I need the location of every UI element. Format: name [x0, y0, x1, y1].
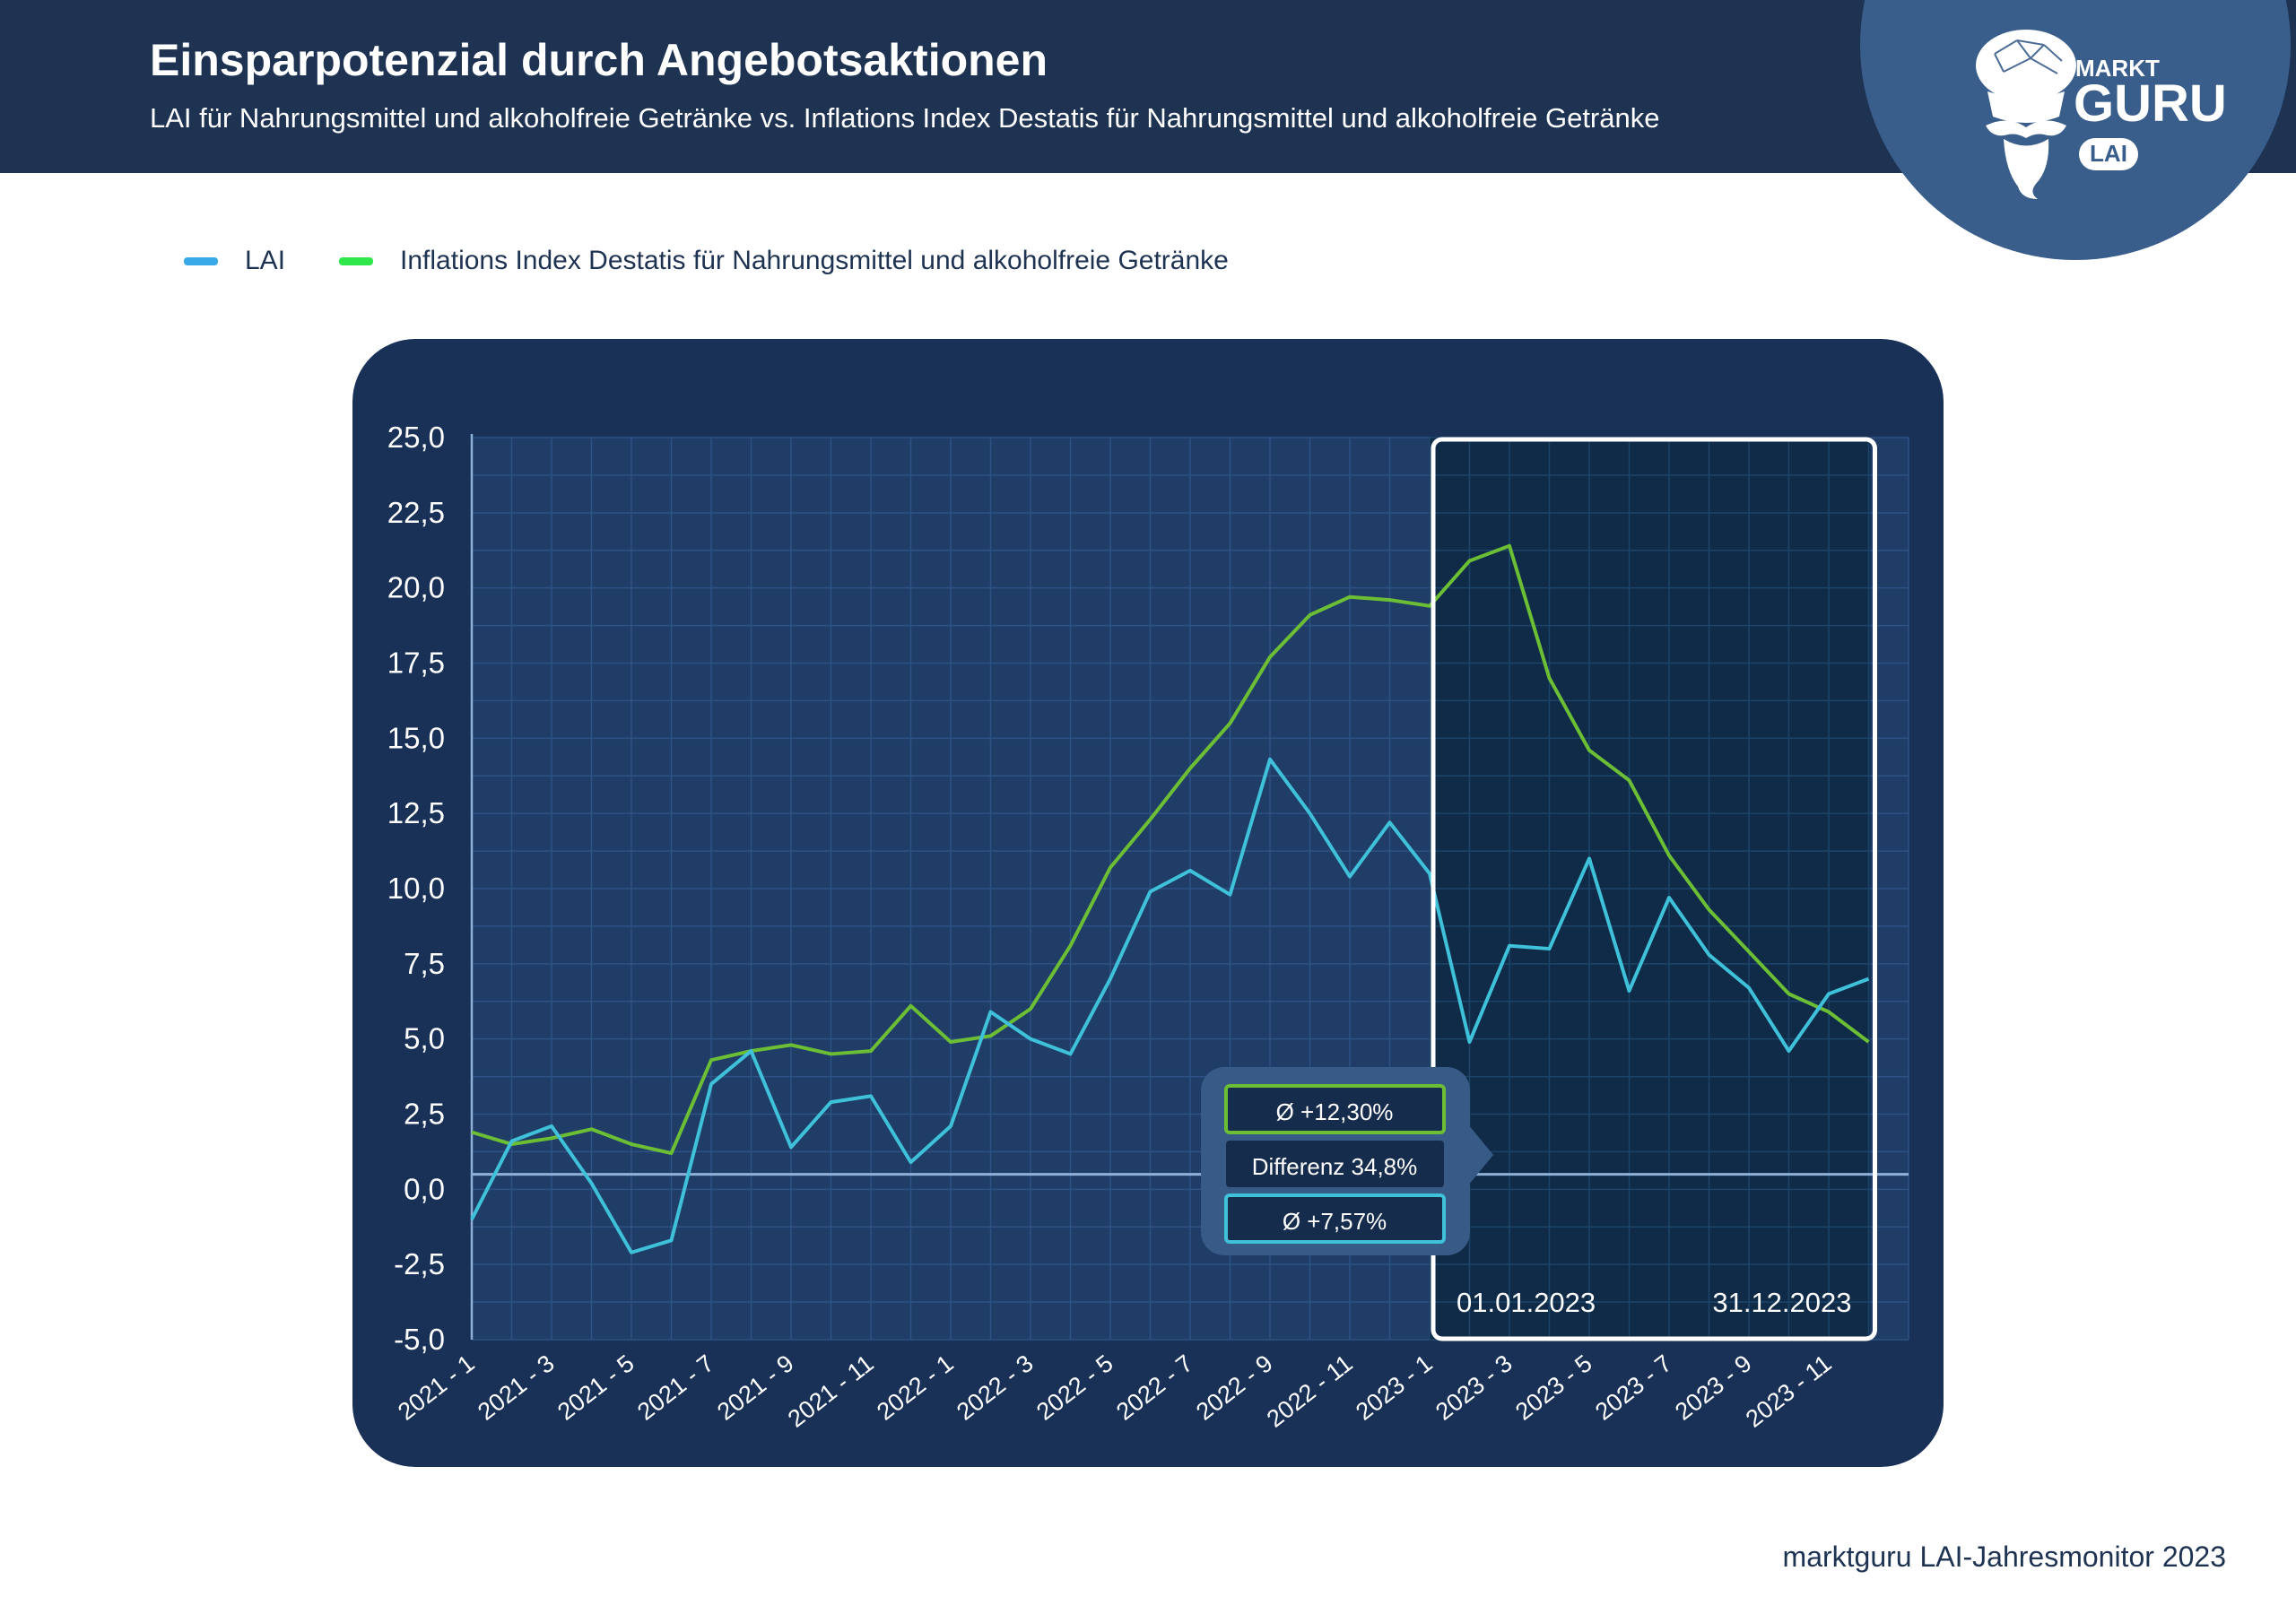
chart-legend: LAI Inflations Index Destatis für Nahrun…	[184, 242, 1283, 280]
page-title: Einsparpotenzial durch Angebotsaktionen	[150, 35, 1048, 85]
inflation-average-box	[1224, 1084, 1446, 1134]
source-note: marktguru LAI-Jahresmonitor 2023	[1782, 1541, 2226, 1573]
chart-series	[470, 543, 1870, 1254]
y-tick-label: -5,0	[394, 1323, 445, 1356]
lai-series-line	[470, 757, 1870, 1254]
chart-card: 25,0 22,5 20,0 17,5 15,0 12,5 10,0 7,5 5,0 2,5 0,0…	[352, 339, 1944, 1467]
line-chart: 25,0 22,5 20,0 17,5 15,0 12,5 10,0 7,5 5,0 2,5 0,0…	[387, 421, 1909, 1433]
y-tick-label: 17,5	[387, 647, 445, 680]
difference-label: Differenz 34,8%	[1252, 1153, 1418, 1180]
marktguru-logo: MARKT GURU LAI	[1860, 0, 2291, 260]
y-tick-label: 12,5	[387, 796, 445, 829]
y-tick-label: 25,0	[387, 421, 445, 454]
y-tick-label: 5,0	[404, 1022, 445, 1055]
legend-item-inflation: Inflations Index Destatis für Nahrungsmi…	[339, 246, 1229, 276]
legend-item-lai: LAI	[184, 246, 285, 276]
x-tick-label: 2022 - 5	[1031, 1350, 1118, 1426]
legend-swatch-lai	[184, 256, 218, 265]
x-tick-label: 2023 - 3	[1431, 1350, 1518, 1426]
inflation-series-line	[471, 543, 1870, 1156]
lai-average-box	[1224, 1193, 1446, 1244]
logo-markt-text: MARKT	[2075, 55, 2160, 82]
y-tick-label: 7,5	[404, 947, 445, 980]
y-tick-label: 2,5	[404, 1098, 445, 1131]
x-tick-label: 2023 - 7	[1590, 1350, 1677, 1426]
highlight-grid	[1429, 437, 1871, 1341]
callout-pointer	[1468, 1124, 1493, 1185]
y-tick-label: 10,0	[387, 872, 445, 905]
x-tick-label: 2021 - 1	[393, 1350, 480, 1426]
difference-box	[1226, 1141, 1444, 1187]
x-tick-label: 2021 - 5	[552, 1350, 639, 1426]
logo-badge	[2079, 138, 2138, 170]
x-tick-label: 2021 - 11	[783, 1350, 879, 1433]
inflation-average-label: Ø +12,30%	[1276, 1098, 1394, 1125]
logo-badge-text: LAI	[2090, 140, 2127, 167]
guru-face-icon	[1976, 30, 2076, 199]
x-tick-label: 2022 - 11	[1262, 1350, 1358, 1433]
x-tick-label: 2023 - 5	[1510, 1350, 1597, 1426]
y-tick-label: 20,0	[387, 571, 445, 604]
x-tick-label: 2021 - 3	[473, 1350, 560, 1426]
x-tick-label: 2022 - 1	[872, 1350, 959, 1426]
logo-guru-text: GURU	[2074, 74, 2227, 133]
highlight-end-label: 31.12.2023	[1712, 1287, 1851, 1318]
y-tick-label: 0,0	[404, 1172, 445, 1205]
highlight-start-label: 01.01.2023	[1457, 1287, 1596, 1318]
x-tick-label: 2022 - 3	[952, 1350, 1039, 1426]
x-tick-label: 2023 - 1	[1351, 1350, 1438, 1426]
highlight-box	[1431, 437, 1877, 1341]
x-tick-label: 2022 - 7	[1111, 1350, 1198, 1426]
legend-swatch-inflation	[339, 256, 374, 265]
lai-average-label: Ø +7,57%	[1283, 1208, 1387, 1235]
x-tick-label: 2021 - 7	[632, 1350, 719, 1426]
x-tick-label: 2023 - 11	[1741, 1350, 1837, 1433]
y-axis-ticks: 25,0 22,5 20,0 17,5 15,0 12,5 10,0 7,5 5,0 2,5 0,0…	[387, 421, 445, 1356]
y-tick-label: -2,5	[394, 1247, 445, 1280]
annotation-callout: Ø +12,30% Differenz 34,8% Ø +7,57%	[1201, 1067, 1493, 1255]
legend-label-inflation: Inflations Index Destatis für Nahrungsmi…	[400, 246, 1229, 275]
legend-label-lai: LAI	[245, 246, 286, 275]
y-tick-label: 15,0	[387, 721, 445, 754]
page-subtitle: LAI für Nahrungsmittel und alkoholfreie …	[150, 102, 1660, 134]
y-tick-label: 22,5	[387, 496, 445, 529]
